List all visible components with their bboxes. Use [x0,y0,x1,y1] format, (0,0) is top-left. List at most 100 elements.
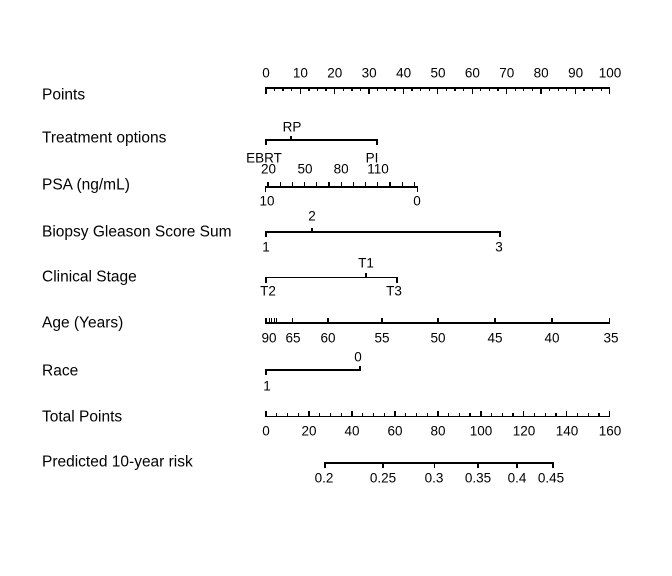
axis-tick [490,413,493,418]
axis-value-label: 140 [555,423,579,439]
axis-line-biopsy-gleason-score-sum [266,231,500,233]
axis-tick [437,410,439,418]
axis-tick [297,413,299,418]
axis-tick [282,87,284,92]
axis-tick [551,318,553,324]
axis-value-label: 0.45 [537,470,565,486]
axis-tick [264,186,267,192]
axis-value-label: 0 [413,193,421,209]
axis-tick [383,413,385,418]
axis-value-label: 1 [262,239,270,255]
axis-tick [499,231,501,238]
axis-tick [488,87,491,92]
row-label-total-points: Total Points [42,408,123,426]
axis-tick [299,87,301,94]
axis-tick [273,318,275,324]
axis-value-label: 0 [262,423,270,439]
axis-tick [600,87,602,92]
row-label-predicted-10-year-risk: Predicted 10-year risk [42,453,193,471]
axis-tick [316,181,318,188]
axis-tick [265,369,267,376]
axis-tick [279,181,281,188]
axis-tick [437,87,439,94]
axis-tick [598,413,600,418]
axis-line-treatment-options [266,139,377,141]
axis-tick [368,87,370,94]
axis-tick [308,410,310,418]
axis-tick [471,87,473,94]
axis-tick [291,87,293,92]
axis-tick [401,181,403,188]
axis-value-label: 20 [260,161,277,177]
axis-value-label: 0.4 [507,470,527,486]
axis-tick [531,87,534,92]
axis-value-label: 70 [499,65,515,81]
axis-value-label: 2 [308,208,316,224]
row-label-points: Points [42,86,86,104]
axis-tick [267,181,269,188]
axis-value-label: 30 [361,65,377,81]
axis-tick [359,365,361,371]
axis-tick [480,410,482,418]
axis-tick [591,87,594,92]
axis-value-label: 50 [430,330,446,346]
axis-tick [342,87,344,92]
axis-tick [415,413,418,418]
axis-tick [351,87,353,92]
axis-tick [587,413,589,418]
axis-value-label: 10 [292,65,308,81]
axis-tick [290,135,292,141]
axis-tick [462,87,465,92]
axis-tick [351,410,353,418]
axis-value-label: 80 [333,161,349,177]
axis-tick [268,318,270,324]
axis-value-label: 80 [533,65,549,81]
axis-tick [324,462,326,469]
axis-value-label: 0 [354,349,362,365]
axis-tick [265,410,267,418]
axis-value-label: 50 [297,161,313,177]
axis-tick [514,87,516,92]
axis-tick [311,227,313,233]
axis-tick [469,413,471,418]
axis-tick [327,318,329,324]
axis-tick [523,87,525,92]
axis-line-clinical-stage [266,276,397,279]
axis-value-label: 90 [261,330,277,346]
axis-tick [557,87,559,92]
axis-tick [480,87,482,92]
axis-value-label: 10 [259,193,275,209]
axis-tick [308,87,310,92]
axis-line-race [266,369,360,371]
axis-tick [413,181,416,188]
axis-tick [377,87,379,92]
axis-tick [402,87,405,94]
axis-tick [609,87,611,94]
axis-value-label: 100 [598,65,622,81]
axis-value-label: EBRT [246,150,282,166]
axis-tick [566,410,568,418]
axis-tick [394,410,396,418]
row-label-treatment-options: Treatment options [42,129,167,147]
axis-tick [286,413,289,418]
axis-tick [340,181,342,188]
axis-tick [340,413,342,418]
axis-tick [271,318,273,324]
row-label-psa: PSA (ng/mL) [42,176,130,194]
axis-tick [552,462,554,469]
axis-value-label: 0.2 [314,470,334,486]
axis-value-label: PI [365,150,379,166]
axis-tick [405,413,407,418]
axis-tick [566,87,568,92]
axis-tick [426,413,428,418]
axis-value-label: 45 [487,330,503,346]
axis-tick [608,318,611,324]
axis-value-label: 40 [544,330,560,346]
axis-tick [555,413,557,418]
row-label-race: Race [42,362,79,380]
axis-value-label: 60 [387,423,403,439]
axis-value-label: 20 [327,65,343,81]
axis-tick [574,87,577,94]
axis-value-label: 0.35 [464,470,492,486]
